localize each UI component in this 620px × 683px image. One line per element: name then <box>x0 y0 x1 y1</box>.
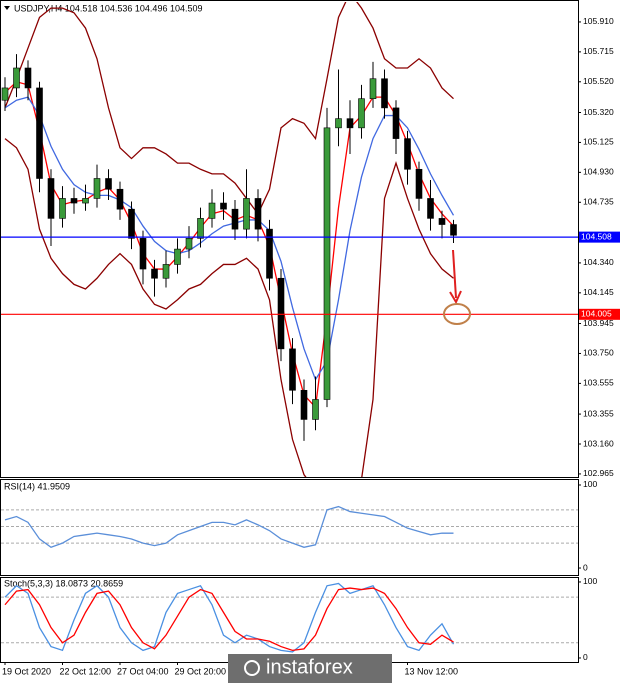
candle-body <box>289 348 296 391</box>
candle-body <box>162 264 170 279</box>
candle-body <box>266 228 273 279</box>
candle-body <box>231 208 239 230</box>
candle-body <box>450 224 457 236</box>
y-tick-label: 103.355 <box>583 408 614 418</box>
x-tick-label: 27 Oct 04:00 <box>117 666 169 676</box>
indicator-line <box>4 81 454 409</box>
candle-body <box>70 198 78 204</box>
y-tick-label: 103.945 <box>583 318 614 328</box>
main-title: USDJPY,H4 104.518 104.536 104.496 104.50… <box>14 3 203 13</box>
candle-body <box>254 198 262 230</box>
y-tick-label: 103.160 <box>583 438 614 448</box>
indicator-line <box>4 96 455 382</box>
y-tick-label: 104.340 <box>583 257 614 267</box>
candle-body <box>1 87 9 101</box>
candle-body <box>151 268 158 279</box>
price-level-box <box>579 308 620 320</box>
rsi-title: RSI(14) 41.9509 <box>4 481 70 491</box>
candle-body <box>220 202 227 210</box>
candle-body <box>93 178 101 199</box>
price-level-label: 104.005 <box>581 309 612 319</box>
y-tick-label: 102.965 <box>583 468 614 478</box>
candle-body <box>208 202 216 219</box>
candle-body <box>381 78 388 109</box>
candle-body <box>404 138 411 170</box>
candle-body <box>392 107 400 139</box>
candle-body <box>369 78 377 99</box>
candle-body <box>47 178 55 219</box>
candle-body <box>323 127 331 400</box>
indicator-line <box>4 587 454 652</box>
candle-body <box>358 98 365 129</box>
y-tick-label: 100 <box>583 576 597 586</box>
y-tick-label: 103.555 <box>583 378 614 388</box>
candle-body <box>36 87 43 179</box>
y-tick-label: 105.715 <box>583 46 614 56</box>
candle-body <box>13 67 20 89</box>
candle-body <box>277 277 285 350</box>
candle-body <box>59 198 66 219</box>
menu-triangle <box>4 6 10 10</box>
arrow-head <box>449 290 462 305</box>
candle-body <box>197 218 204 239</box>
y-tick-label: 104.735 <box>583 197 614 207</box>
candle-body <box>312 399 319 420</box>
y-tick-label: 104.930 <box>583 167 614 177</box>
watermark-icon <box>244 660 260 676</box>
x-tick-label: 19 Oct 2020 <box>2 666 51 676</box>
candle-body <box>174 248 181 265</box>
candle-body <box>438 218 446 225</box>
candle-body <box>243 198 250 230</box>
indicator-line <box>4 505 454 548</box>
candle-body <box>24 67 32 89</box>
main-panel-frame <box>0 0 579 478</box>
indicator-line <box>4 138 454 477</box>
candle-body <box>128 208 135 239</box>
indicator-line <box>4 2 454 216</box>
y-tick-label: 105.320 <box>583 107 614 117</box>
y-tick-label: 105.520 <box>583 76 614 86</box>
target-circle <box>443 303 471 325</box>
x-tick-label: 13 Nov 12:00 <box>405 666 459 676</box>
candle-body <box>427 198 434 219</box>
y-tick-label: 100 <box>583 479 597 489</box>
candle-body <box>185 238 193 250</box>
candle-body <box>335 118 342 129</box>
forecast-arrow <box>452 249 457 299</box>
price-level-label: 104.508 <box>581 231 612 241</box>
candle-body <box>300 389 308 420</box>
candle-body <box>415 168 423 199</box>
y-tick-label: 103.750 <box>583 348 614 358</box>
indicator-line <box>4 582 455 653</box>
candle-body <box>139 238 147 270</box>
y-tick-label: 0 <box>583 562 588 572</box>
watermark-text: instaforex <box>266 656 353 678</box>
candle-body <box>105 178 112 190</box>
x-tick-label: 29 Oct 20:00 <box>175 666 227 676</box>
candle-body <box>82 198 89 204</box>
stoch-title: Stoch(5,3,3) 18.0873 20.8659 <box>4 578 123 588</box>
y-tick-label: 105.125 <box>583 137 614 147</box>
watermark-box <box>228 654 392 683</box>
rsi-panel-frame <box>0 479 579 576</box>
x-tick-label: 22 Oct 12:00 <box>60 666 112 676</box>
y-tick-label: 0 <box>583 652 588 662</box>
price-level-box <box>579 231 620 243</box>
y-tick-label: 104.145 <box>583 287 614 297</box>
y-tick-label: 105.910 <box>583 16 614 26</box>
candle-body <box>346 118 354 129</box>
candle-body <box>116 188 124 210</box>
